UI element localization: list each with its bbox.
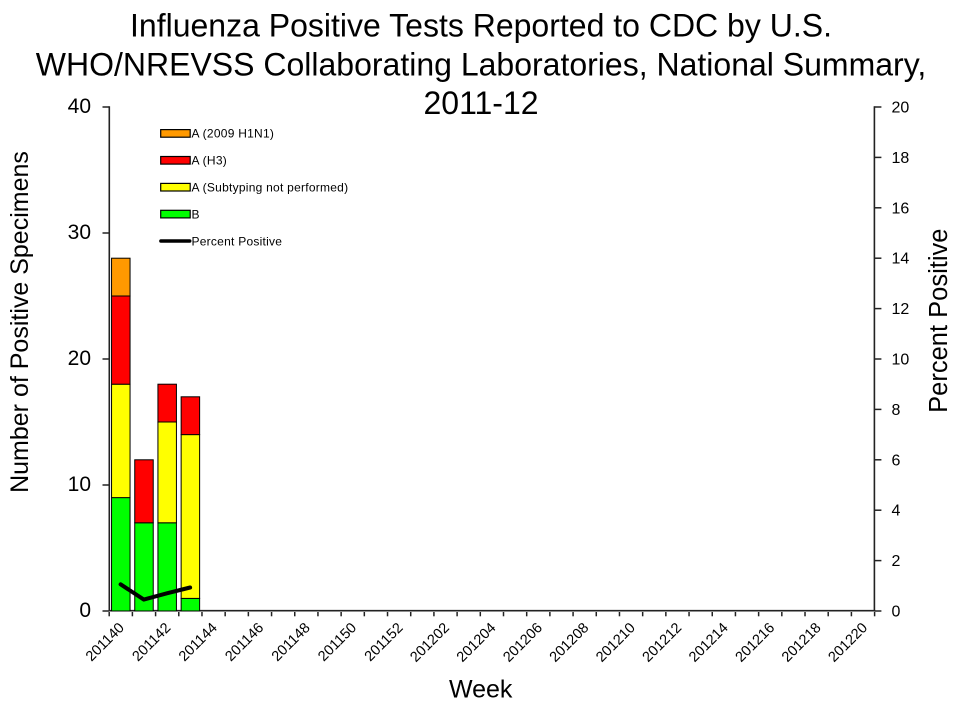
svg-text:10: 10 (892, 352, 910, 369)
svg-text:2: 2 (892, 553, 901, 570)
svg-text:WHO/NREVSS Collaborating Labor: WHO/NREVSS Collaborating Laboratories, N… (36, 46, 926, 82)
svg-text:201204: 201204 (454, 620, 500, 666)
svg-text:201218: 201218 (779, 620, 825, 666)
svg-text:201216: 201216 (733, 620, 779, 666)
svg-text:B: B (192, 207, 200, 221)
svg-text:201146: 201146 (222, 620, 267, 665)
svg-text:8: 8 (892, 402, 901, 419)
svg-text:Percent Positive: Percent Positive (925, 229, 953, 413)
svg-text:201208: 201208 (547, 620, 593, 666)
svg-text:Week: Week (449, 676, 513, 704)
svg-text:Number of Positive Specimens: Number of Positive Specimens (6, 151, 34, 493)
svg-text:A (2009 H1N1): A (2009 H1N1) (192, 127, 275, 141)
svg-text:201152: 201152 (362, 620, 407, 665)
svg-text:30: 30 (68, 221, 91, 244)
svg-text:4: 4 (892, 503, 901, 520)
svg-text:12: 12 (892, 301, 910, 318)
svg-text:20: 20 (892, 100, 910, 117)
svg-text:201220: 201220 (825, 620, 871, 666)
svg-text:6: 6 (892, 452, 901, 469)
svg-text:Percent Positive: Percent Positive (192, 234, 283, 248)
svg-text:201148: 201148 (269, 620, 314, 665)
svg-text:2011-12: 2011-12 (423, 85, 538, 121)
svg-text:40: 40 (68, 95, 91, 118)
svg-text:16: 16 (892, 200, 910, 217)
svg-text:201214: 201214 (686, 620, 732, 666)
svg-text:201206: 201206 (500, 620, 546, 666)
svg-text:Influenza Positive Tests Repor: Influenza Positive Tests Reported to CDC… (130, 8, 832, 44)
svg-text:201212: 201212 (640, 620, 686, 666)
svg-text:0: 0 (892, 604, 901, 621)
svg-text:20: 20 (68, 347, 91, 370)
svg-text:201150: 201150 (315, 620, 360, 665)
svg-text:18: 18 (892, 150, 910, 167)
svg-text:201142: 201142 (130, 620, 175, 665)
svg-text:10: 10 (68, 473, 91, 496)
svg-text:A (Subtyping not performed): A (Subtyping not performed) (192, 181, 349, 195)
svg-text:201144: 201144 (176, 620, 221, 665)
svg-text:0: 0 (79, 599, 91, 622)
svg-text:A (H3): A (H3) (192, 154, 228, 168)
svg-text:14: 14 (892, 251, 910, 268)
svg-text:201202: 201202 (407, 620, 453, 666)
svg-text:201210: 201210 (593, 620, 639, 666)
svg-text:201140: 201140 (83, 620, 128, 665)
